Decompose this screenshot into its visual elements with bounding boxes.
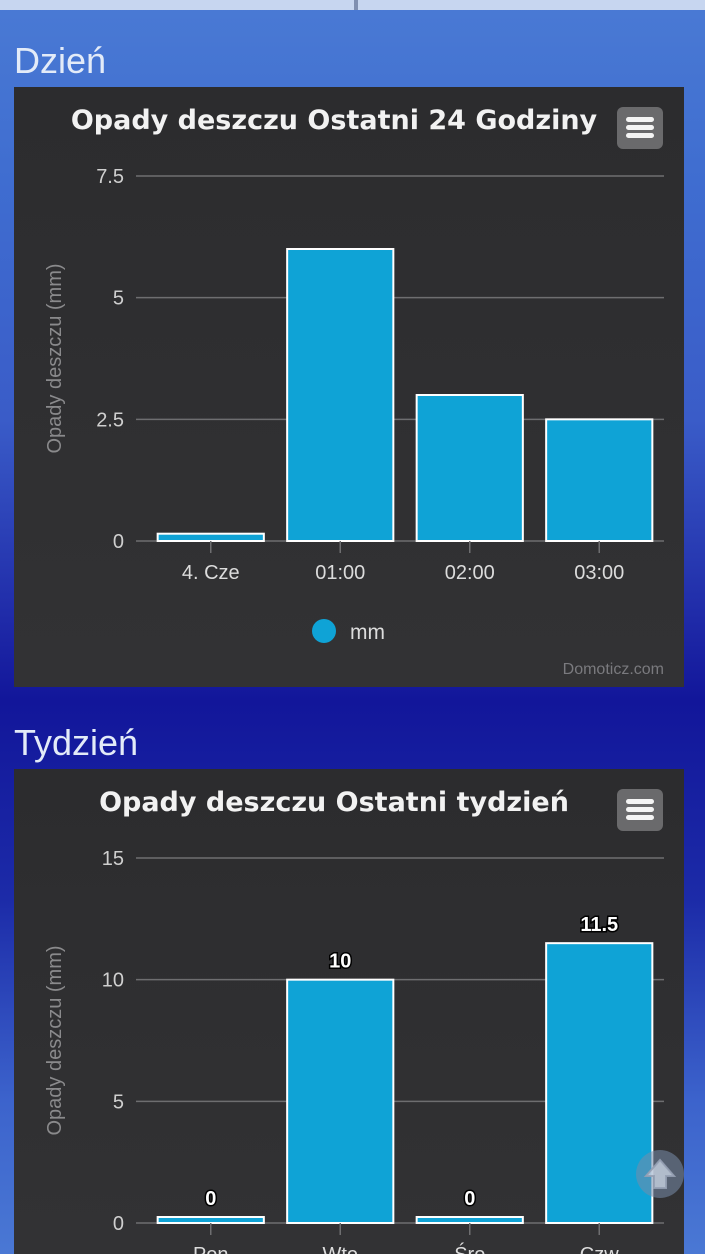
bar (545, 418, 654, 543)
data-label: 10 (329, 951, 351, 973)
menu-icon (626, 799, 654, 804)
x-tick-label: 02:00 (445, 562, 495, 584)
x-tick-label: 03:00 (574, 562, 624, 584)
section-heading-week: Tydzień (14, 722, 139, 763)
y-tick-label: 10 (102, 970, 124, 992)
bar (415, 1216, 524, 1224)
legend-marker (312, 619, 336, 643)
menu-icon-line (626, 815, 654, 820)
menu-icon-line (626, 125, 654, 130)
menu-icon (626, 117, 654, 122)
credits-link[interactable]: Domoticz.com (562, 661, 664, 678)
menu-icon-line (626, 133, 654, 138)
x-tick-label: Wto (322, 1244, 358, 1254)
bar (545, 942, 654, 1225)
data-label: 0 (464, 1188, 475, 1210)
chart-title-day: Opady deszczu Ostatni 24 Godziny (70, 105, 598, 136)
scroll-to-top-button[interactable] (636, 1150, 684, 1198)
x-tick-label: 4. Cze (182, 562, 240, 584)
chart-panel-week: Opady deszczu Ostatni tydzień 0 5 10 15 Opad… (14, 769, 684, 1254)
y-tick-label: 5 (113, 288, 124, 310)
top-bar (0, 0, 705, 10)
x-tick-label: Śro (454, 1242, 485, 1254)
chart-title-week: Opady deszczu Ostatni tydzień (99, 787, 569, 818)
y-axis-label: Opady deszczu (mm) (44, 945, 66, 1135)
y-tick-label: 15 (102, 848, 124, 870)
chart-menu-button-week[interactable] (617, 789, 663, 831)
chart-week-plot: 0 5 10 15 Opady deszczu (mm) Pon 0 Wto 10 Śro 0 Czw… (44, 848, 664, 1254)
y-tick-label: 5 (113, 1091, 124, 1113)
arrow-up-icon (643, 1158, 677, 1189)
section-heading-day: Dzień (14, 40, 107, 81)
y-tick-label: 2.5 (96, 409, 124, 431)
chart-panel-day: Opady deszczu Ostatni 24 Godziny 0 2.5 5 7.… (14, 87, 684, 687)
y-tick-label: 0 (113, 1213, 124, 1235)
top-bar-handle (354, 0, 358, 10)
x-tick-label: 01:00 (315, 562, 365, 584)
bar (286, 978, 395, 1224)
bar (156, 532, 265, 543)
y-tick-label: 7.5 (96, 166, 124, 188)
menu-icon-line (626, 807, 654, 812)
y-axis-label: Opady deszczu (mm) (44, 263, 66, 453)
x-tick-label: Pon (193, 1244, 229, 1254)
chart-menu-button-day[interactable] (617, 107, 663, 149)
y-tick-label: 0 (113, 531, 124, 553)
bar (415, 394, 524, 542)
bar (286, 248, 395, 542)
data-label: 0 (205, 1188, 216, 1210)
chart-day-plot: 0 2.5 5 7.5 Opady deszczu (mm) 4. Cze 01:00 02:… (44, 166, 664, 644)
bar (156, 1216, 265, 1224)
x-tick-label: Czw (580, 1244, 619, 1254)
data-label: 11.5 (580, 914, 618, 936)
legend-label: mm (350, 621, 385, 644)
